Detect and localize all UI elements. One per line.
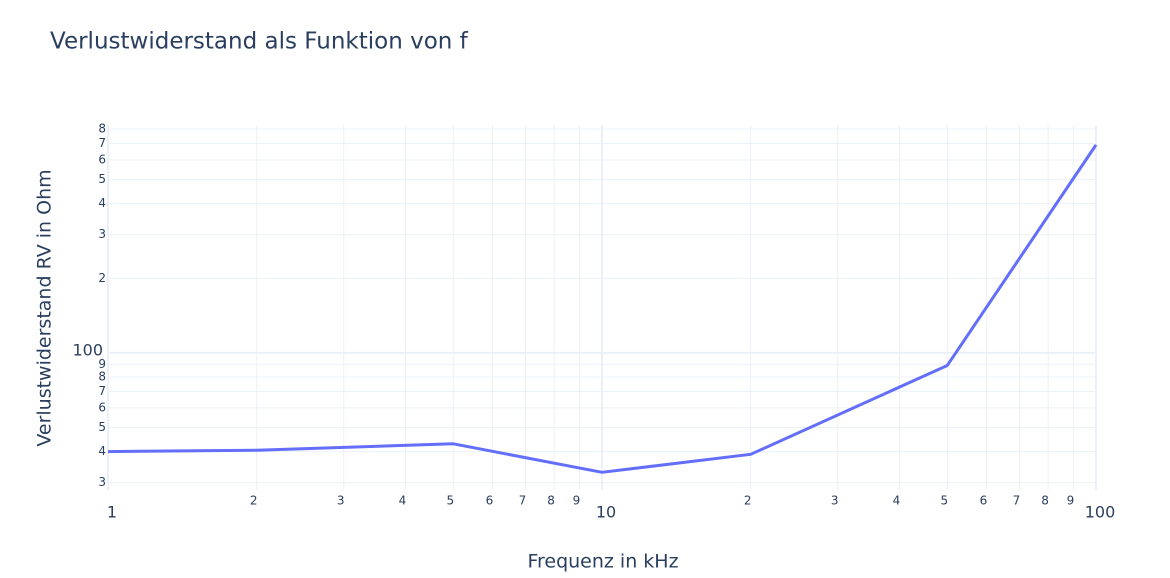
x-tick-label: 8 [547, 494, 555, 508]
y-tick-label: 4 [98, 444, 106, 458]
grid [107, 125, 1097, 490]
y-tick-label: 6 [98, 400, 106, 414]
x-tick-label: 1 [107, 503, 117, 522]
x-tick-label: 6 [980, 494, 988, 508]
chart-title: Verlustwiderstand als Funktion von f [50, 29, 469, 55]
y-tick-label: 8 [98, 121, 106, 135]
x-tick-label: 10 [596, 503, 616, 522]
x-tick-label: 5 [940, 494, 948, 508]
y-tick-label: 100 [72, 340, 103, 359]
y-axis-title: Verlustwiderstand RV in Ohm [34, 169, 56, 446]
x-tick-label: 9 [1067, 494, 1075, 508]
y-tick-label: 2 [98, 271, 106, 285]
y-tick-label: 7 [98, 136, 106, 150]
x-tick-label: 4 [893, 494, 901, 508]
x-tick-label: 4 [399, 494, 407, 508]
y-tick-label: 7 [98, 384, 106, 398]
x-tick-label: 2 [744, 494, 752, 508]
x-tick-label: 2 [250, 494, 258, 508]
x-axis-title: Frequenz in kHz [527, 551, 678, 573]
x-tick-label: 7 [519, 494, 527, 508]
y-tick-label: 8 [98, 369, 106, 383]
x-tick-label: 9 [573, 494, 581, 508]
y-tick-label: 3 [98, 227, 106, 241]
data-line [107, 144, 1098, 474]
x-tick-label: 8 [1041, 494, 1049, 508]
y-tick-label: 5 [98, 172, 106, 186]
y-tick-label: 4 [98, 196, 106, 210]
y-tick-label: 9 [98, 357, 106, 371]
x-tick-label: 3 [831, 494, 839, 508]
y-tick-label: 6 [98, 152, 106, 166]
x-tick-label: 100 [1085, 503, 1116, 522]
x-tick-label: 6 [486, 494, 494, 508]
y-tick-label: 5 [98, 420, 106, 434]
x-tick-label: 7 [1013, 494, 1021, 508]
y-tick-label: 3 [98, 475, 106, 489]
x-tick-label: 3 [337, 494, 345, 508]
x-tick-label: 5 [446, 494, 454, 508]
